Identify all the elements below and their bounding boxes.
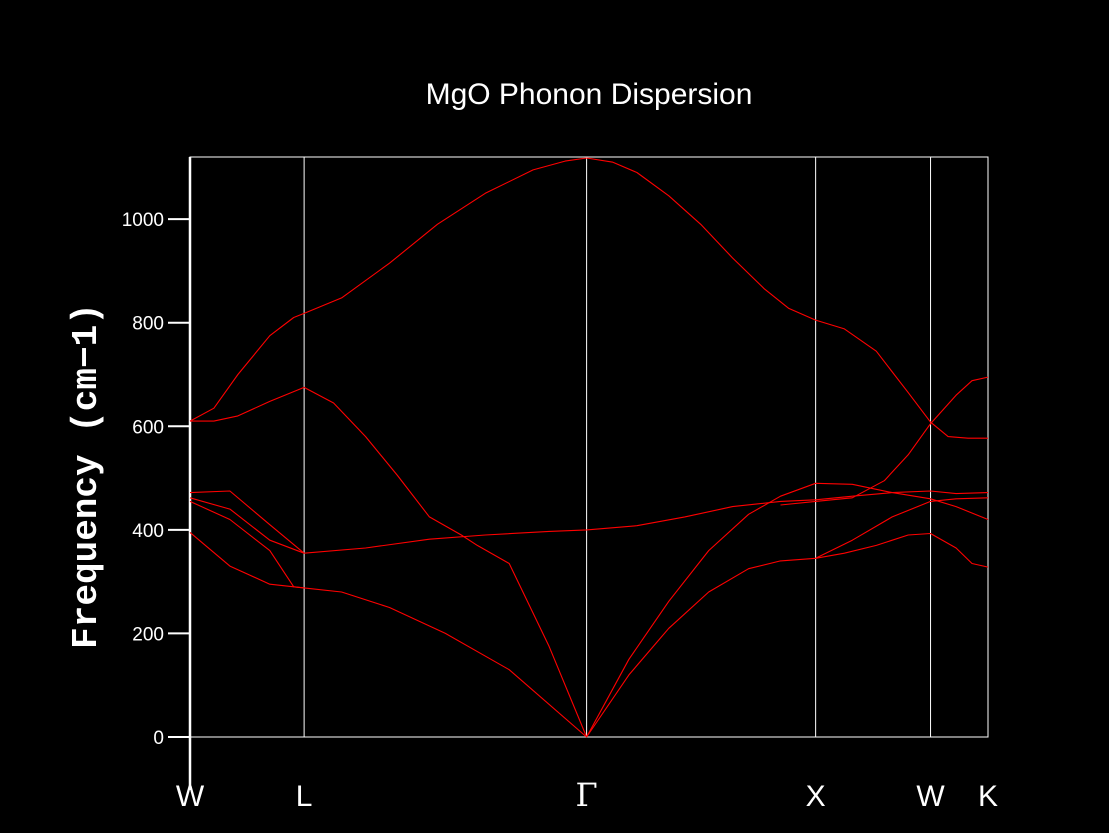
y-axis-label: Frequency (cm−1) <box>66 303 107 649</box>
y-tick-label-800: 800 <box>132 314 164 335</box>
y-tick-label-200: 200 <box>132 624 164 645</box>
series-lines <box>189 157 989 738</box>
y-tick-label-400: 400 <box>132 521 164 542</box>
series-line-4 <box>189 497 305 554</box>
y-tick-label-0: 0 <box>153 728 164 749</box>
x-tick-label-1: L <box>296 780 313 813</box>
x-tick-label-0: W <box>176 780 205 813</box>
series-line-5 <box>189 500 587 738</box>
x-tick-label-3: X <box>806 780 826 813</box>
y-tick-label-600: 600 <box>132 417 164 438</box>
x-tick-label-5: K <box>978 780 998 813</box>
series-line-10 <box>815 497 989 559</box>
y-axis-ticks: 0 200 400 600 800 1000 <box>122 210 190 749</box>
x-tick-label-2: Γ <box>576 776 598 814</box>
series-line-8 <box>586 532 989 738</box>
x-tick-label-4: W <box>916 780 945 813</box>
plot-border <box>189 156 989 738</box>
series-line-7 <box>586 482 989 738</box>
plot-frame <box>188 156 989 790</box>
y-tick-label-1000: 1000 <box>122 210 164 231</box>
x-grid-lines <box>303 157 932 737</box>
chart-title: MgO Phonon Dispersion <box>426 78 753 111</box>
series-line-6 <box>189 531 305 589</box>
series-line-2 <box>190 386 588 738</box>
series-line-9 <box>780 376 989 506</box>
series-line-3 <box>189 490 989 554</box>
series-line-1 <box>189 157 988 439</box>
